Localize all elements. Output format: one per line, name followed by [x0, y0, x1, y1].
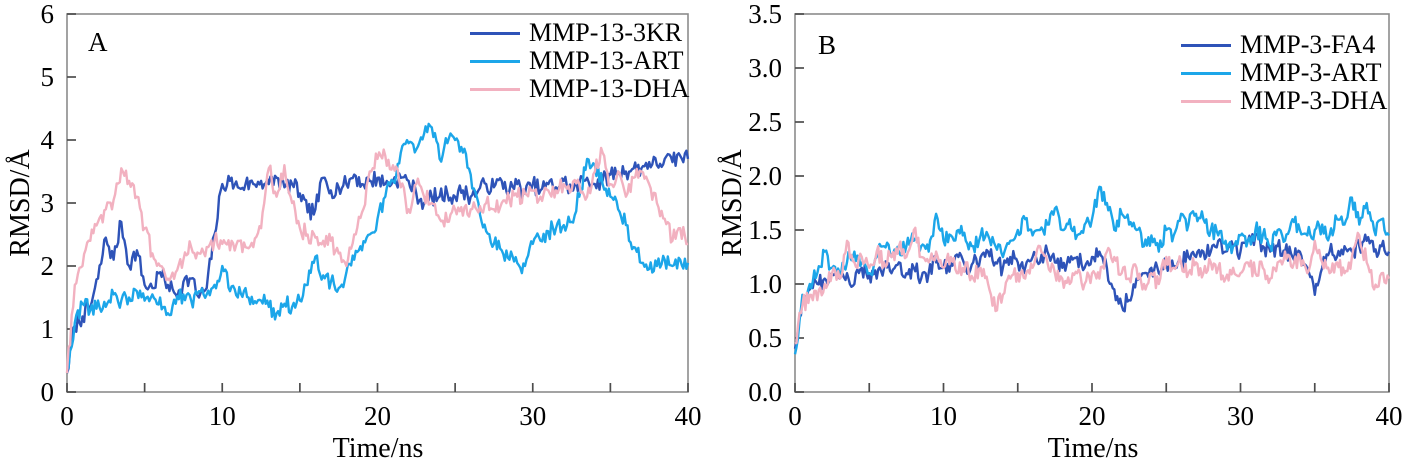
panel-b-y-axis-title: RMSD/Å: [717, 149, 748, 257]
legend-label: MMP-3-FA4: [1240, 30, 1376, 59]
legend-item: MMP-13-3KR: [470, 19, 689, 47]
svg-text:0: 0: [41, 377, 55, 407]
svg-text:10: 10: [209, 401, 236, 431]
svg-text:6: 6: [41, 0, 55, 29]
legend-item: MMP-3-DHA: [1181, 87, 1387, 115]
legend-line-swatch: [470, 31, 520, 35]
legend-label: MMP-3-DHA: [1240, 86, 1388, 115]
legend-item: MMP-3-FA4: [1181, 31, 1387, 59]
svg-text:4: 4: [41, 125, 55, 155]
svg-text:3.5: 3.5: [748, 0, 782, 29]
svg-text:1.5: 1.5: [748, 215, 782, 245]
svg-text:3.0: 3.0: [748, 53, 782, 83]
svg-text:1: 1: [41, 314, 55, 344]
legend-item: MMP-13-ART: [470, 47, 689, 75]
panel-b-letter: B: [818, 30, 837, 60]
legend-label: MMP-13-DHA: [529, 74, 690, 103]
svg-text:0.5: 0.5: [748, 323, 782, 353]
panel-b-legend: MMP-3-FA4 MMP-3-ART MMP-3-DHA: [1181, 31, 1387, 115]
panel-a-x-axis-title: Time/ns: [332, 433, 424, 464]
svg-text:20: 20: [1079, 401, 1106, 431]
legend-label: MMP-3-ART: [1240, 58, 1382, 87]
svg-text:2: 2: [41, 251, 55, 281]
svg-text:0.0: 0.0: [748, 377, 782, 407]
legend-label: MMP-13-ART: [529, 46, 684, 75]
svg-text:20: 20: [364, 401, 391, 431]
svg-text:30: 30: [519, 401, 546, 431]
legend-line-swatch: [1181, 99, 1231, 103]
panel-a-plot: 0 10 20 30 40 0 1 2 3 4 5 6: [41, 0, 702, 431]
panel-b-plot: 0 10 20 30 40 0.0 0.5 1.0 1.5 2.0 2.5 3.0 3.5: [748, 0, 1403, 431]
legend-line-swatch: [470, 59, 520, 63]
svg-text:0: 0: [788, 401, 802, 431]
legend-item: MMP-3-ART: [1181, 59, 1387, 87]
svg-text:3: 3: [41, 188, 55, 218]
legend-item: MMP-13-DHA: [470, 75, 689, 103]
legend-line-swatch: [470, 87, 520, 91]
legend-line-swatch: [1181, 43, 1231, 47]
panel-a-letter: A: [88, 27, 108, 57]
panel-b-x-axis-title: Time/ns: [1047, 433, 1139, 464]
legend-line-swatch: [1181, 71, 1231, 75]
svg-text:40: 40: [675, 401, 702, 431]
svg-text:0: 0: [60, 401, 74, 431]
svg-text:40: 40: [1376, 401, 1403, 431]
svg-text:5: 5: [41, 62, 55, 92]
panel-a-legend: MMP-13-3KR MMP-13-ART MMP-13-DHA: [470, 19, 689, 103]
svg-text:2.5: 2.5: [748, 107, 782, 137]
svg-text:10: 10: [930, 401, 957, 431]
svg-text:2.0: 2.0: [748, 161, 782, 191]
legend-label: MMP-13-3KR: [529, 18, 683, 47]
panel-a-y-axis-title: RMSD/Å: [5, 149, 36, 257]
svg-text:1.0: 1.0: [748, 269, 782, 299]
svg-text:30: 30: [1227, 401, 1254, 431]
